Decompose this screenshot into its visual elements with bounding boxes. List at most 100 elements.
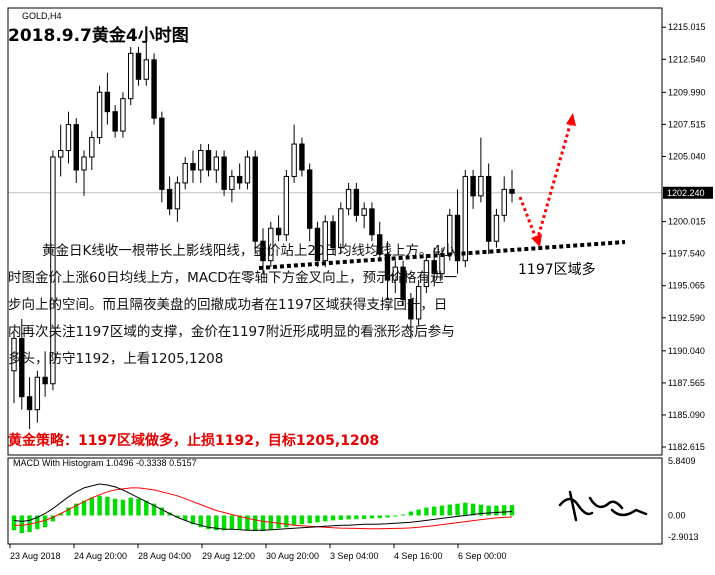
macd-histogram-bar <box>159 507 165 516</box>
candle <box>182 162 188 184</box>
macd-histogram-bar <box>330 515 336 521</box>
macd-histogram-bar <box>416 509 421 516</box>
candle <box>493 214 500 242</box>
macd-histogram-bar <box>385 515 390 518</box>
macd-histogram-bar <box>245 515 250 531</box>
candle <box>252 156 258 242</box>
time-tick-label: 23 Aug 2018 <box>10 551 61 561</box>
macd-histogram-bar <box>284 515 289 528</box>
macd-histogram-bar <box>89 497 95 516</box>
price-tick-label: 1182.615 <box>668 442 705 452</box>
price-tick-label: 1200.015 <box>668 217 706 227</box>
candle <box>470 175 476 197</box>
macd-histogram-bar <box>97 495 102 516</box>
candle <box>34 376 41 411</box>
macd-histogram-bar <box>190 515 196 525</box>
candle <box>423 260 430 288</box>
candle <box>26 396 33 411</box>
candle <box>166 188 173 210</box>
macd-tick-label: 0.00 <box>668 510 686 520</box>
candle <box>392 266 398 281</box>
macd-histogram-bar <box>253 515 258 532</box>
candle <box>408 299 414 320</box>
candle <box>198 150 204 171</box>
candle <box>96 91 103 139</box>
macd-histogram-bar <box>299 515 305 525</box>
candle <box>236 175 243 184</box>
candle <box>345 188 352 210</box>
candle <box>353 188 360 216</box>
price-tick-label: 1212.540 <box>668 54 706 64</box>
macd-histogram-bar <box>478 504 484 516</box>
candle <box>291 143 297 177</box>
candle <box>229 175 235 190</box>
macd-histogram-bar <box>206 515 211 530</box>
candle <box>190 162 196 171</box>
time-tick-label: 30 Aug 20:00 <box>266 551 319 561</box>
macd-tick-label: -2.9013 <box>668 532 699 542</box>
candle <box>415 286 422 320</box>
candle <box>112 111 118 132</box>
macd-histogram-bar <box>509 505 515 516</box>
price-tick-label: 1187.565 <box>668 378 705 388</box>
candle <box>478 175 484 197</box>
candle <box>151 59 157 119</box>
macd-histogram-bar <box>268 515 273 531</box>
macd-histogram-bar <box>229 515 235 530</box>
target-arrowhead <box>566 113 576 126</box>
macd-histogram-bar <box>447 504 452 516</box>
macd-histogram-bar <box>50 515 56 522</box>
macd-histogram-bar <box>400 514 406 516</box>
macd-histogram-bar <box>74 503 79 516</box>
price-tick-label: 1192.590 <box>668 313 705 323</box>
time-tick-label: 4 Sep 16:00 <box>394 551 443 561</box>
macd-histogram-bar <box>112 498 118 516</box>
macd-plot <box>11 483 648 534</box>
macd-histogram-bar <box>136 498 141 516</box>
price-tick-label: 1190.040 <box>668 346 705 356</box>
candle <box>57 150 64 158</box>
macd-histogram-bar <box>120 499 126 516</box>
macd-histogram-bar <box>105 496 110 516</box>
candle <box>454 214 461 262</box>
support-zone-label: 1197区域多 <box>518 262 596 278</box>
macd-histogram-bar <box>11 515 17 531</box>
macd-histogram-bar <box>338 515 344 520</box>
macd-histogram-bar <box>19 515 24 534</box>
candle <box>244 156 251 184</box>
macd-frame <box>7 457 663 545</box>
macd-histogram-bar <box>494 505 499 516</box>
candle <box>330 221 336 249</box>
candle <box>174 182 181 210</box>
macd-histogram-bar <box>502 505 507 516</box>
target-arrow <box>535 124 572 242</box>
time-tick-label: 29 Aug 12:00 <box>202 551 255 561</box>
candle <box>384 253 391 281</box>
macd-histogram-bar <box>260 515 266 532</box>
macd-histogram-bar <box>346 515 351 520</box>
signature-mark <box>558 490 648 522</box>
price-plot <box>8 33 662 430</box>
candle <box>104 91 111 113</box>
macd-histogram-bar <box>307 515 312 524</box>
price-tick-label: 1195.065 <box>668 281 705 291</box>
macd-histogram-bar <box>439 505 445 516</box>
macd-tick-label: 5.8409 <box>668 456 696 466</box>
candle <box>221 156 227 190</box>
strategy-text: 黄金策略：1197区域做多，止损1192，目标1205,1208 <box>8 433 380 449</box>
candle <box>205 150 212 171</box>
price-tick-label: 1215.015 <box>668 22 706 32</box>
candle <box>42 376 48 385</box>
macd-histogram-bar <box>214 515 219 531</box>
analysis-text: 黄金日K线收一根带长上影线阳线，金价站上20日均线均线上方。4小时图金价上涨60… <box>8 243 458 367</box>
candle <box>120 98 126 132</box>
time-tick-label: 6 Sep 00:00 <box>458 551 507 561</box>
candle <box>283 175 290 236</box>
candle <box>369 208 375 236</box>
macd-histogram-bar <box>151 503 157 516</box>
axes: 1215.015 1212.540 1209.990 1207.515 1205.040… <box>7 7 713 561</box>
macd-histogram-bar <box>455 503 460 516</box>
macd-histogram-bar <box>81 500 87 516</box>
